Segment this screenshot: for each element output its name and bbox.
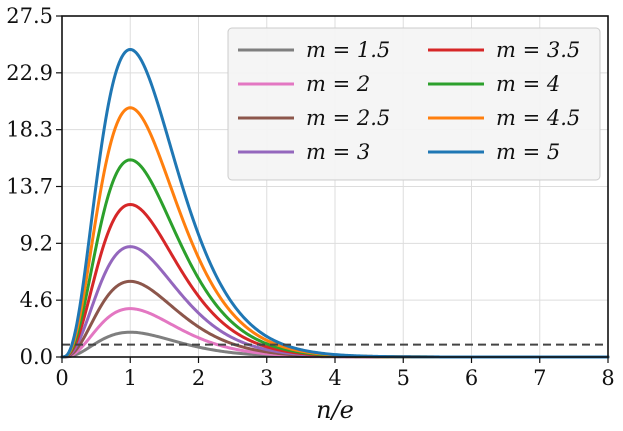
legend-label: m = 3.5 (496, 38, 580, 62)
legend-label: m = 4.5 (496, 106, 580, 130)
x-tick-label: 5 (397, 366, 410, 390)
x-tick-label: 7 (533, 366, 546, 390)
y-tick-label: 13.7 (6, 175, 53, 199)
y-tick-label: 0.0 (20, 345, 53, 369)
y-tick-label: 4.6 (20, 288, 53, 312)
x-tick-label: 0 (55, 366, 68, 390)
y-tick-label: 18.3 (6, 118, 53, 142)
legend: m = 1.5 m = 2 m = 2.5 m = 3 m = 3.5 m = 4 m = … (227, 27, 601, 181)
y-tick-label: 22.9 (6, 61, 53, 85)
x-tick-label: 2 (192, 366, 205, 390)
legend-label: m = 3 (306, 140, 370, 164)
y-tick-label: 9.2 (20, 231, 53, 255)
legend-label: m = 4 (496, 72, 560, 96)
ticks: 0 1 2 3 4 5 6 7 8 0.0 4.6 9.2 13.7 18.3 22.9 27.5 (6, 4, 614, 390)
x-tick-label: 6 (465, 366, 478, 390)
x-tick-label: 4 (328, 366, 341, 390)
y-tick-label: 27.5 (6, 4, 53, 28)
legend-box (227, 27, 601, 181)
legend-label: m = 2 (306, 72, 370, 96)
x-tick-label: 3 (260, 366, 273, 390)
legend-label: m = 2.5 (306, 106, 390, 130)
legend-label: m = 5 (496, 140, 560, 164)
x-tick-label: 1 (124, 366, 137, 390)
x-tick-label: 8 (601, 366, 614, 390)
legend-label: m = 1.5 (306, 38, 390, 62)
x-axis-title: n/e (316, 396, 354, 424)
